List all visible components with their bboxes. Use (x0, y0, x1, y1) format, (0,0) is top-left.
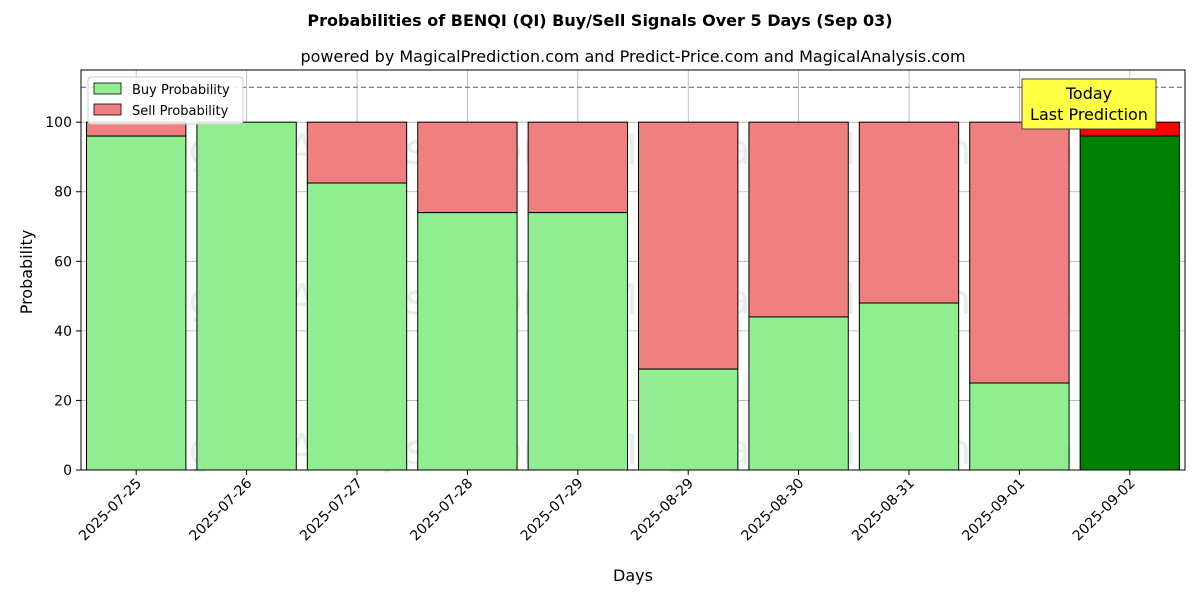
y-tick-label: 100 (45, 115, 72, 131)
bar-buy (527, 212, 628, 471)
y-tick-label: 60 (54, 254, 72, 270)
bar-sell (748, 121, 849, 318)
y-tick-label: 40 (54, 324, 72, 340)
bars (86, 121, 1180, 471)
legend-swatch-buy (93, 82, 122, 95)
x-tick-label: 2025-08-30 (739, 476, 808, 545)
chart-title: Probabilities of BENQI (QI) Buy/Sell Sig… (307, 11, 892, 30)
y-tick-label: 80 (54, 185, 72, 201)
x-tick-label: 2025-07-28 (407, 476, 476, 545)
annotation-line1: Today (1065, 84, 1112, 103)
legend-label-buy: Buy Probability (132, 83, 230, 98)
x-axis-label: Days (613, 566, 653, 585)
bar-buy (748, 316, 849, 471)
y-axis-ticks: 0 20 40 60 80 100 (45, 115, 81, 479)
x-axis-ticks: 2025-07-25 2025-07-26 2025-07-27 2025-07-28… (76, 470, 1139, 545)
bar-buy (1079, 135, 1180, 471)
bar-buy (306, 182, 408, 471)
annotation-line2: Last Prediction (1030, 105, 1148, 124)
bar-buy (858, 302, 960, 471)
annotation-box (1021, 78, 1157, 130)
y-tick-label: 20 (54, 393, 72, 409)
x-tick-label: 2025-07-29 (518, 476, 587, 545)
x-tick-label: 2025-08-31 (849, 476, 918, 545)
legend-label-sell: Sell Probability (132, 104, 229, 119)
x-tick-label: 2025-07-25 (76, 476, 145, 545)
bar-sell (638, 121, 739, 370)
legend-swatch-sell (93, 103, 122, 116)
x-tick-label: 2025-08-29 (628, 476, 697, 545)
bar-sell (417, 121, 518, 214)
y-tick-label: 0 (63, 463, 72, 479)
bar-sell (969, 121, 1070, 384)
bar-buy (969, 382, 1070, 471)
bar-buy (196, 121, 297, 471)
plot-frame (80, 69, 1186, 471)
bar-sell (306, 121, 408, 184)
bar-sell (527, 121, 628, 214)
bar-buy (417, 212, 518, 471)
x-tick-label: 2025-07-26 (187, 475, 256, 544)
bar-buy (86, 135, 187, 471)
bar-sell (858, 121, 960, 304)
bar-buy (638, 368, 739, 471)
legend-box (87, 76, 244, 125)
today-annotation: Today Last Prediction (1021, 78, 1157, 130)
x-tick-label: 2025-09-02 (1070, 476, 1139, 545)
y-axis-label: Probability (17, 230, 36, 315)
legend: Buy Probability Sell Probability (87, 76, 244, 125)
x-tick-label: 2025-07-27 (297, 476, 366, 545)
x-tick-label: 2025-09-01 (959, 476, 1028, 545)
chart-subtitle: powered by MagicalPrediction.com and Pre… (300, 47, 965, 66)
